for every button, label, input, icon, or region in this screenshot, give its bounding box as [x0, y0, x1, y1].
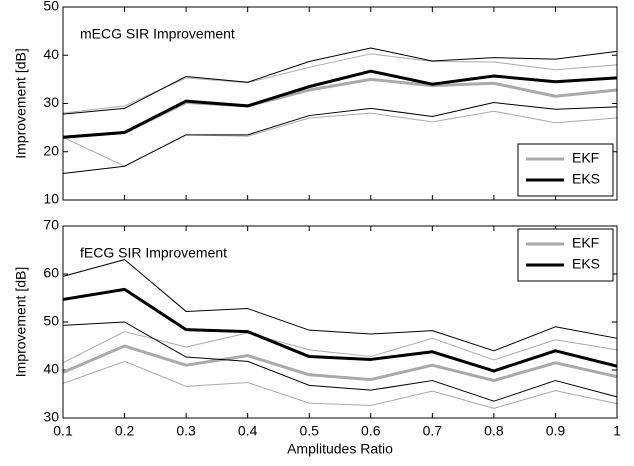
legend-label: EKS — [572, 256, 600, 272]
y-tick-label: 50 — [43, 313, 59, 329]
legend-box — [517, 228, 614, 282]
plot-title: fECG SIR Improvement — [80, 245, 227, 261]
legend-label: EKF — [572, 150, 599, 166]
series-line — [62, 69, 618, 139]
y-axis-label: Improvement [dB] — [13, 48, 29, 159]
bound-line — [62, 321, 618, 402]
y-tick-label: 10 — [43, 191, 59, 207]
x-tick-label: 0.2 — [115, 423, 135, 439]
plot-title: mECG SIR Improvement — [80, 26, 235, 42]
x-tick-label: 0.3 — [176, 423, 196, 439]
y-tick-label: 60 — [43, 265, 59, 281]
y-tick-label: 30 — [43, 409, 59, 425]
x-tick-label: 0.7 — [423, 423, 443, 439]
y-tick-label: 70 — [43, 217, 59, 233]
plot-frame — [62, 6, 618, 201]
bound-line — [62, 102, 618, 174]
plot-frame — [62, 225, 618, 419]
bound-line — [62, 259, 618, 352]
bound-line — [62, 360, 618, 409]
y-tick-label: 40 — [43, 46, 59, 62]
y-tick-label: 30 — [43, 94, 59, 110]
x-tick-label: 0.5 — [299, 423, 319, 439]
series-line — [62, 287, 618, 373]
series-line — [62, 344, 618, 383]
y-tick-label: 40 — [43, 361, 59, 377]
y-axis-label: Improvement [dB] — [13, 267, 29, 378]
x-tick-label: 0.6 — [361, 423, 381, 439]
series-line — [62, 77, 618, 139]
x-tick-label: 0.8 — [484, 423, 504, 439]
legend-label: EKF — [572, 235, 599, 251]
x-tick-label: 0.9 — [546, 423, 566, 439]
legend-box — [517, 143, 614, 197]
y-tick-label: 20 — [43, 142, 59, 158]
x-tick-label: 0.4 — [238, 423, 258, 439]
legend-label: EKS — [572, 171, 600, 187]
x-tick-label: 1 — [613, 423, 621, 439]
x-tick-label: 0.1 — [53, 423, 73, 439]
x-axis-label: Amplitudes Ratio — [287, 441, 393, 457]
bound-line — [62, 47, 618, 115]
y-tick-label: 50 — [43, 0, 59, 14]
